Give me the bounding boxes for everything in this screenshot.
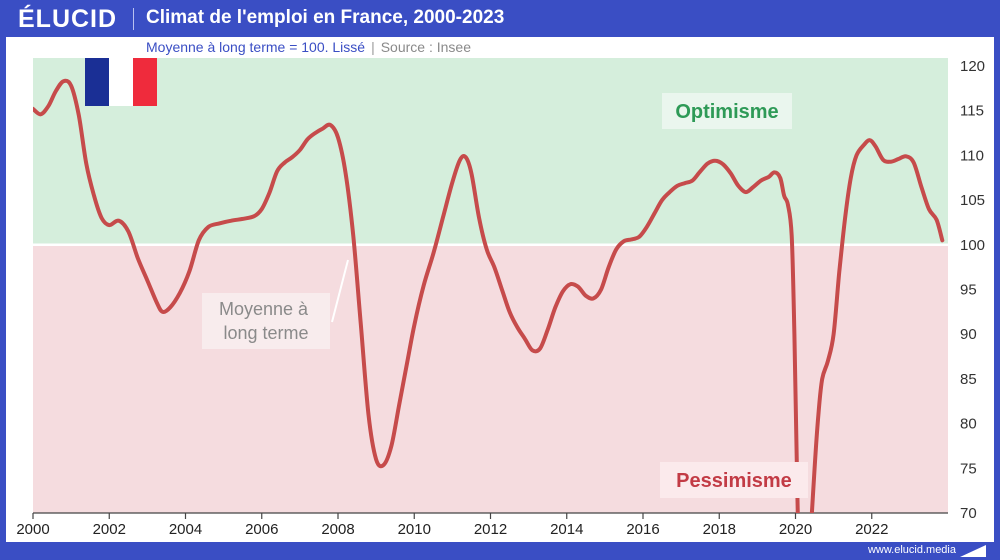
y-tick-label: 70	[960, 505, 977, 522]
annotation-label: Moyenne à long terme	[219, 299, 313, 343]
x-tick-label: 2014	[550, 521, 583, 538]
optimism-label: Optimisme	[675, 101, 778, 123]
y-tick-label: 85	[960, 371, 977, 388]
france-flag-icon	[85, 58, 157, 106]
flag-white-band	[109, 58, 133, 106]
y-tick-label: 80	[960, 416, 977, 433]
pessimism-label: Pessimisme	[676, 470, 792, 492]
elucid-mark-icon	[960, 545, 986, 557]
annotation-box	[202, 293, 330, 349]
footer-bar: www.elucid.media	[0, 542, 1000, 560]
x-tick-label: 2008	[321, 521, 354, 538]
x-tick-label: 2018	[703, 521, 736, 538]
subtitle-text: Moyenne à long terme = 100. Lissé	[146, 39, 366, 55]
optimism-zone	[33, 58, 948, 245]
y-tick-label: 115	[960, 103, 984, 120]
optimism-label-bg	[662, 93, 792, 129]
pessimism-label-bg	[660, 462, 808, 498]
employment-climate-line	[33, 78, 945, 513]
x-tick-label: 2002	[93, 521, 126, 538]
x-tick-label: 2016	[626, 521, 659, 538]
flag-red-band	[133, 58, 157, 106]
x-tick-label: 2022	[855, 521, 888, 538]
header-divider	[133, 8, 134, 30]
footer-url[interactable]: www.elucid.media	[867, 544, 956, 556]
pessimism-zone	[33, 244, 948, 514]
y-tick-label: 105	[960, 192, 985, 209]
x-axis: 2000 2002 2004 2006 2008 2010 2012 2014 2016 2018…	[16, 513, 888, 538]
flag-blue-band	[85, 58, 109, 106]
x-tick-label: 2006	[245, 521, 278, 538]
frame-right	[994, 37, 1000, 542]
subtitle-separator: |	[371, 39, 375, 55]
chart-title: Climat de l'emploi en France, 2000-2023	[146, 7, 505, 28]
chart-subtitle: Moyenne à long terme = 100. Lissé | Source…	[146, 39, 471, 55]
y-tick-label: 75	[960, 460, 977, 477]
y-axis-background	[948, 58, 994, 513]
x-tick-label: 2000	[16, 521, 49, 538]
y-tick-label: 90	[960, 326, 977, 343]
annotation-pointer	[331, 259, 349, 323]
frame-left	[0, 37, 6, 542]
source-text: Source : Insee	[380, 39, 471, 55]
y-tick-label: 95	[960, 282, 977, 299]
y-tick-label: 100	[960, 237, 985, 254]
header-bar: ÉLUCID Climat de l'emploi en France, 200…	[0, 0, 1000, 37]
y-axis: 70 75 80 85 90 95 100 105 110 115 120	[948, 58, 994, 522]
y-tick-label: 120	[960, 58, 985, 75]
elucid-logo: ÉLUCID	[18, 5, 118, 33]
x-tick-label: 2020	[779, 521, 812, 538]
x-tick-label: 2010	[398, 521, 431, 538]
x-tick-label: 2004	[169, 521, 202, 538]
x-tick-label: 2012	[474, 521, 507, 538]
y-tick-label: 110	[960, 147, 984, 164]
